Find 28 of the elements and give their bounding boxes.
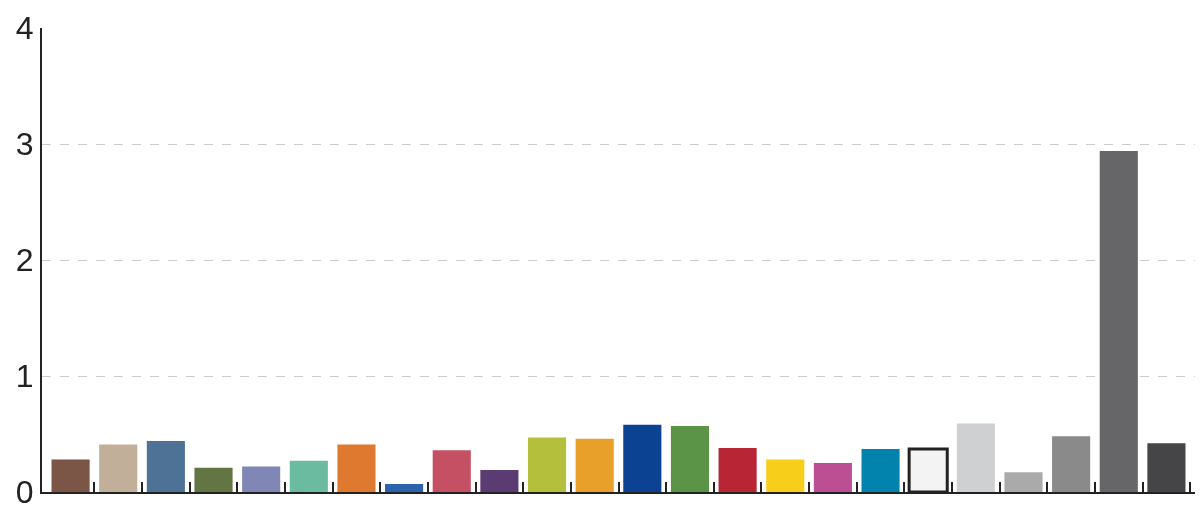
y-tick-label: 0 [15,474,34,511]
bar [51,459,90,492]
bar [718,447,757,492]
bar [432,450,471,492]
bar [956,423,995,492]
bar [670,425,710,492]
y-tick-label: 1 [15,358,34,395]
bar [385,483,424,492]
bar [289,460,328,492]
bar [1004,472,1043,492]
bar [575,438,614,492]
bar [1147,443,1186,492]
y-tick-label: 2 [15,242,34,279]
bar [1052,436,1091,492]
bar [337,444,376,492]
bar [242,466,281,492]
y-tick-label: 3 [15,126,34,163]
bar [146,440,185,492]
y-tick-label: 4 [15,10,34,47]
bar [480,469,519,492]
bar [623,424,662,492]
bar [861,449,900,492]
bar [1099,150,1138,492]
bar [99,444,138,492]
bar [527,437,567,492]
bar [813,463,852,492]
bar [766,459,805,492]
bar [194,467,233,492]
